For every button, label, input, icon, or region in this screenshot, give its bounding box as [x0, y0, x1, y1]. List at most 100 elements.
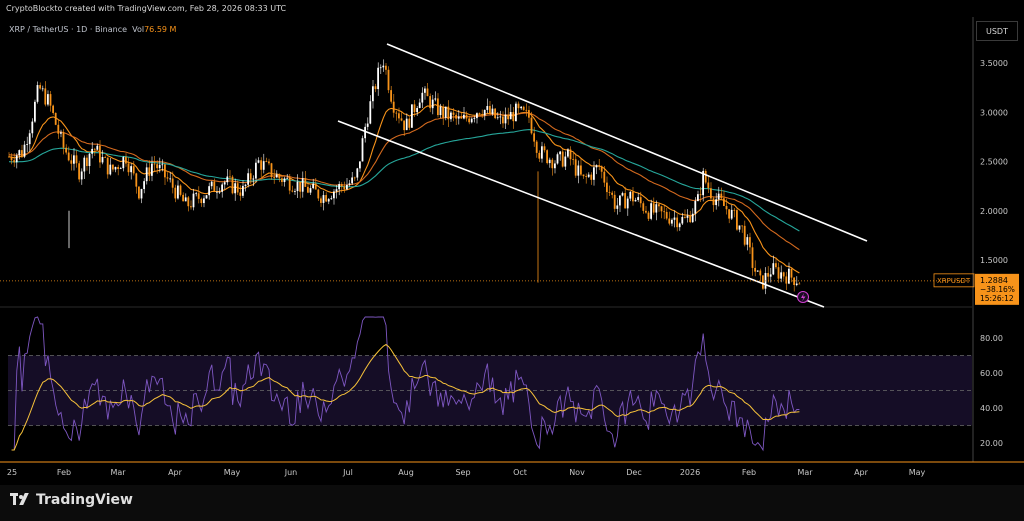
- candle-body: [143, 181, 145, 190]
- candle-body: [637, 197, 639, 200]
- candle-body: [541, 146, 543, 159]
- candle-body: [481, 114, 483, 116]
- time-axis-label: Sep: [455, 468, 470, 477]
- candle-body: [372, 86, 374, 102]
- candle-body: [509, 112, 512, 120]
- rsi-tick-label: 40.00: [980, 404, 1003, 413]
- candle-body: [730, 209, 733, 219]
- candle-body: [88, 153, 91, 167]
- candle-body: [645, 210, 647, 213]
- symbol-tag-label: XRPUSDT: [937, 277, 971, 285]
- candle-body: [780, 272, 782, 279]
- candle-body: [554, 163, 556, 169]
- candle-body: [712, 198, 715, 206]
- candle-body: [793, 277, 795, 285]
- candle-body: [639, 197, 642, 204]
- candle-body: [577, 165, 580, 176]
- candle-body: [351, 177, 353, 184]
- candle-body: [309, 188, 312, 193]
- candle-body: [611, 192, 613, 195]
- candle-body: [369, 101, 372, 124]
- candle-body: [13, 160, 15, 163]
- candle-body: [99, 145, 101, 163]
- candle-body: [223, 182, 226, 185]
- candle-body: [444, 106, 447, 118]
- candle-body: [158, 164, 161, 169]
- candle-body: [101, 157, 104, 163]
- price-tick-label: 3.5000: [980, 59, 1008, 68]
- candle-body: [361, 138, 364, 162]
- tradingview-logo[interactable]: TradingView: [10, 492, 133, 508]
- candle-body: [681, 216, 684, 224]
- candle-body: [725, 205, 728, 210]
- candle-body: [177, 185, 179, 199]
- candle-body: [567, 149, 569, 157]
- price-tick-label: 3.0000: [980, 108, 1008, 117]
- currency-button[interactable]: USDT: [976, 21, 1018, 41]
- time-axis-label: Dec: [626, 468, 641, 477]
- candle-body: [411, 104, 413, 128]
- candle-body: [702, 170, 704, 196]
- candle-body: [164, 164, 166, 178]
- candle-body: [548, 159, 551, 164]
- candle-body: [520, 106, 522, 109]
- candle-body: [281, 178, 283, 183]
- candle-body: [460, 116, 463, 119]
- candle-body: [205, 195, 208, 199]
- candle-body: [723, 198, 725, 206]
- time-axis-label: Apr: [168, 468, 183, 477]
- candle-body: [658, 204, 660, 207]
- candle-body: [192, 193, 195, 208]
- candle-body: [239, 192, 242, 196]
- ema-fast-line: [8, 104, 800, 274]
- time-axis-label: Mar: [110, 468, 126, 477]
- time-axis-label: Oct: [513, 468, 527, 477]
- candle-body: [535, 141, 538, 153]
- candle-body: [746, 237, 749, 245]
- candle-body: [798, 283, 801, 285]
- candle-body: [93, 148, 96, 150]
- candle-body: [343, 186, 346, 190]
- time-axis-label: Mar: [797, 468, 813, 477]
- candle-body: [377, 67, 379, 90]
- candle-body: [593, 167, 595, 180]
- candle-body: [75, 155, 78, 164]
- candle-body: [231, 176, 234, 194]
- candle-body: [275, 174, 278, 178]
- candle-body: [387, 69, 390, 91]
- candle-body: [704, 170, 707, 183]
- candle-body: [788, 268, 790, 284]
- candle-body: [559, 151, 561, 155]
- candle-body: [312, 183, 314, 189]
- candle-body: [468, 118, 470, 123]
- candle-body: [330, 198, 333, 200]
- candle-body: [504, 114, 507, 124]
- time-axis-label: Aug: [398, 468, 414, 477]
- candle-body: [286, 177, 288, 179]
- candle-body: [413, 104, 416, 113]
- candle-body: [382, 65, 385, 68]
- candle-body: [242, 185, 244, 196]
- candle-body: [546, 150, 548, 164]
- symbol-text: XRP / TetherUS · 1D · Binance: [9, 25, 128, 34]
- candle-body: [587, 174, 590, 177]
- candle-body: [31, 121, 34, 134]
- candle-body: [673, 217, 676, 220]
- candle-body: [265, 161, 268, 162]
- candle-body: [442, 106, 444, 118]
- candle-body: [10, 156, 13, 161]
- candle-body: [699, 194, 702, 196]
- candle-body: [96, 145, 99, 150]
- candle-body: [512, 112, 515, 122]
- candle-body: [486, 106, 489, 110]
- candle-body: [366, 123, 369, 127]
- candle-body: [494, 108, 496, 119]
- candle-body: [733, 209, 736, 211]
- price-chart[interactable]: 3.5000 3.0000 2.5000 2.0000 1.5000 80.00 60.00…: [0, 17, 1024, 485]
- candle-body: [119, 168, 122, 170]
- candle-body: [600, 166, 603, 172]
- candle-body: [307, 186, 309, 193]
- candle-body: [260, 160, 262, 170]
- candle-body: [338, 184, 340, 190]
- candle-body: [621, 193, 624, 196]
